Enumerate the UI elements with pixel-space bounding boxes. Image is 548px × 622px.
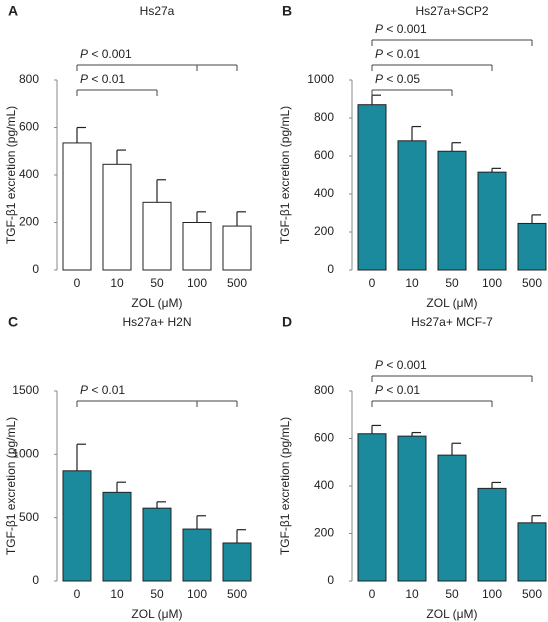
bar bbox=[437, 454, 467, 582]
bar bbox=[477, 171, 507, 271]
bar bbox=[62, 142, 92, 271]
x-tick-label: 500 bbox=[227, 587, 247, 601]
x-tick-label: 0 bbox=[369, 587, 376, 601]
x-tick-label: 0 bbox=[369, 276, 376, 290]
panel-letter: D bbox=[282, 314, 292, 330]
significance-label: P < 0.01 bbox=[80, 72, 125, 86]
y-tick-label: 200 bbox=[314, 224, 334, 238]
panel-letter: C bbox=[8, 314, 18, 330]
x-tick-label: 100 bbox=[482, 587, 502, 601]
y-tick-label: 400 bbox=[314, 478, 334, 492]
x-axis-label: ZOL (μM) bbox=[426, 607, 477, 621]
y-tick-label: 200 bbox=[314, 526, 334, 540]
x-tick-label: 0 bbox=[74, 587, 81, 601]
bar bbox=[182, 222, 212, 271]
y-tick-label: 800 bbox=[314, 383, 334, 397]
y-tick-label: 1500 bbox=[12, 383, 39, 397]
y-axis-label: TGF-β1 excretion (pg/mL) bbox=[278, 106, 292, 244]
x-axis-label: ZOL (μM) bbox=[426, 296, 477, 310]
y-tick-label: 600 bbox=[314, 148, 334, 162]
x-tick-label: 100 bbox=[482, 276, 502, 290]
bar bbox=[62, 470, 92, 582]
significance-label: P < 0.01 bbox=[80, 383, 125, 397]
chart-title: Hs27a bbox=[140, 4, 175, 18]
panel-letter: B bbox=[282, 3, 292, 19]
chart-title: Hs27a+ MCF-7 bbox=[411, 315, 493, 329]
y-tick-label: 0 bbox=[327, 262, 334, 276]
significance-label: P < 0.01 bbox=[375, 47, 420, 61]
x-tick-label: 50 bbox=[150, 587, 164, 601]
bar bbox=[142, 507, 172, 582]
bar bbox=[397, 435, 427, 582]
x-tick-label: 50 bbox=[445, 587, 459, 601]
chart-title: Hs27a+SCP2 bbox=[415, 4, 488, 18]
chart-title: Hs27a+ H2N bbox=[122, 315, 191, 329]
y-tick-label: 1000 bbox=[12, 447, 39, 461]
x-axis-label: ZOL (μM) bbox=[131, 607, 182, 621]
significance-label: P < 0.05 bbox=[375, 72, 420, 86]
bar bbox=[517, 522, 547, 582]
bar bbox=[357, 433, 387, 582]
x-tick-label: 50 bbox=[150, 276, 164, 290]
bar bbox=[102, 163, 132, 271]
bar bbox=[142, 201, 172, 271]
x-tick-label: 0 bbox=[74, 276, 81, 290]
y-axis-label: TGF-β1 excretion (pg/mL) bbox=[4, 106, 18, 244]
y-tick-label: 1000 bbox=[307, 72, 334, 86]
significance-label: P < 0.001 bbox=[375, 22, 427, 36]
x-tick-label: 500 bbox=[522, 587, 542, 601]
y-tick-label: 0 bbox=[32, 573, 39, 587]
bar bbox=[477, 487, 507, 582]
y-tick-label: 400 bbox=[314, 186, 334, 200]
y-tick-label: 500 bbox=[19, 510, 39, 524]
x-tick-label: 500 bbox=[522, 276, 542, 290]
x-tick-label: 100 bbox=[187, 276, 207, 290]
x-tick-label: 10 bbox=[405, 587, 419, 601]
y-axis-label: TGF-β1 excretion (pg/mL) bbox=[4, 417, 18, 555]
x-axis-label: ZOL (μM) bbox=[131, 296, 182, 310]
bar bbox=[517, 222, 547, 271]
y-tick-label: 400 bbox=[19, 167, 39, 181]
panel-letter: A bbox=[8, 3, 18, 19]
y-tick-label: 200 bbox=[19, 215, 39, 229]
y-tick-label: 600 bbox=[314, 431, 334, 445]
y-axis-label: TGF-β1 excretion (pg/mL) bbox=[278, 417, 292, 555]
x-tick-label: 100 bbox=[187, 587, 207, 601]
significance-label: P < 0.001 bbox=[80, 47, 132, 61]
x-tick-label: 500 bbox=[227, 276, 247, 290]
bar bbox=[357, 104, 387, 271]
significance-label: P < 0.001 bbox=[375, 358, 427, 372]
y-tick-label: 800 bbox=[314, 110, 334, 124]
y-tick-label: 0 bbox=[327, 573, 334, 587]
x-tick-label: 50 bbox=[445, 276, 459, 290]
bar bbox=[222, 542, 252, 582]
x-tick-label: 10 bbox=[405, 276, 419, 290]
bar bbox=[102, 491, 132, 582]
bar bbox=[437, 150, 467, 271]
x-tick-label: 10 bbox=[110, 276, 124, 290]
y-tick-label: 800 bbox=[19, 72, 39, 86]
bar bbox=[397, 140, 427, 271]
y-tick-label: 0 bbox=[32, 262, 39, 276]
y-tick-label: 600 bbox=[19, 120, 39, 134]
x-tick-label: 10 bbox=[110, 587, 124, 601]
bar bbox=[182, 528, 212, 582]
bar bbox=[222, 225, 252, 271]
significance-label: P < 0.01 bbox=[375, 383, 420, 397]
